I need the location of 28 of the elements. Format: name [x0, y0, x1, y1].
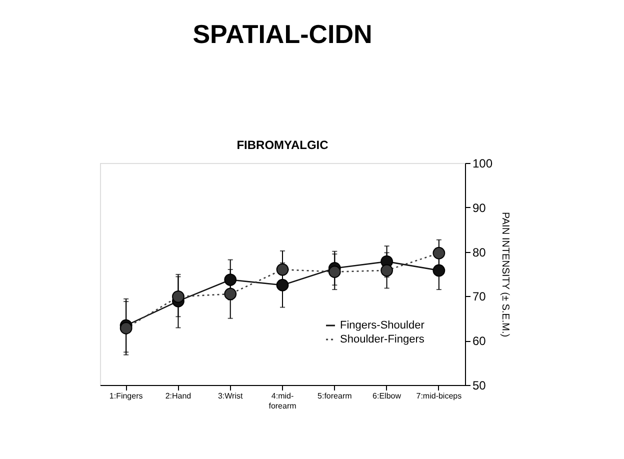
point — [276, 263, 289, 276]
point — [432, 246, 446, 260]
point — [328, 266, 341, 278]
x-tick-label: 6:Elbow — [372, 392, 402, 400]
y-tick-label: 90 — [472, 200, 486, 215]
y-tick-label: 60 — [472, 334, 486, 348]
point — [432, 264, 446, 277]
point — [172, 290, 184, 303]
x-tick-label: 7:mid-biceps — [416, 392, 462, 400]
x-tick-label: 4:mid-forearm — [268, 392, 297, 410]
chart-title: SPATIAL-CIDN — [192, 19, 372, 49]
legend-label: Fingers-Shoulder — [340, 320, 425, 332]
point — [224, 288, 237, 300]
chart-subtitle: FIBROMYALGIC — [236, 138, 329, 152]
point — [120, 322, 132, 334]
y-tick-label: 80 — [472, 245, 486, 260]
x-tick-label: 1:Fingers — [109, 392, 143, 400]
point — [380, 264, 393, 277]
y-tick-label: 50 — [472, 378, 486, 392]
y-axis-title: PAIN INTENSITY (± S.E.M.) — [500, 212, 511, 338]
y-tick-label: 70 — [472, 290, 486, 304]
legend-label: Shoulder-Fingers — [340, 334, 425, 346]
x-tick-label: 5:forearm — [318, 392, 352, 400]
x-tick-label: 2:Hand — [165, 392, 192, 400]
y-tick-label: 100 — [472, 156, 493, 170]
point — [224, 274, 237, 286]
x-tick-label: 3:Wrist — [218, 392, 244, 400]
point — [276, 278, 289, 292]
